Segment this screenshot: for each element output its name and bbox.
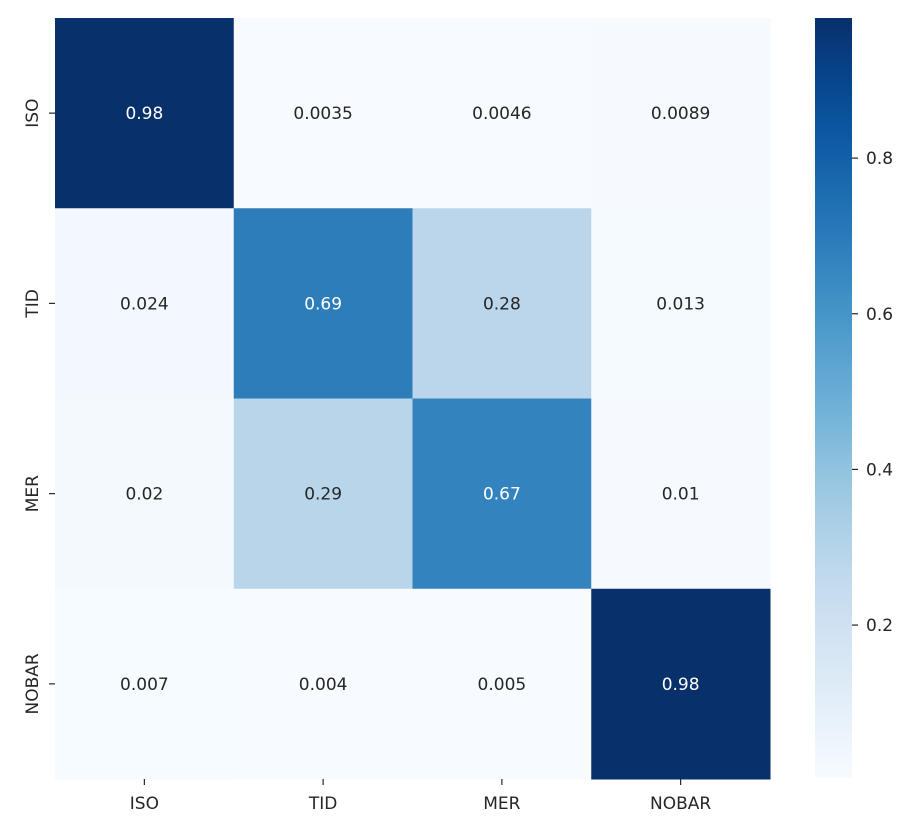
- cell-label-1-3: 0.013: [656, 294, 705, 314]
- heatmap-cell-1-2: [412, 208, 592, 399]
- cell-label-3-0: 0.007: [120, 675, 169, 695]
- x-tick-label-1: TID: [308, 794, 338, 814]
- heatmap-cell-3-2: [412, 588, 592, 780]
- cell-label-2-1: 0.29: [304, 485, 342, 505]
- cell-annotations: 0.98 0.0035 0.0046 0.0089 0.024 0.69 0.28 0.013…: [120, 104, 710, 695]
- cell-label-0-3: 0.0089: [651, 104, 710, 124]
- y-tick-label-3: NOBAR: [23, 653, 43, 714]
- cell-label-0-2: 0.0046: [472, 104, 531, 124]
- cell-label-0-0: 0.98: [125, 104, 163, 124]
- cell-label-3-1: 0.004: [299, 675, 348, 695]
- x-axis: ISO TID MER NOBAR: [130, 779, 711, 814]
- heatmap-cell-0-0: [55, 18, 235, 209]
- colorbar-tick-label-1: 0.4: [866, 460, 893, 480]
- x-tick-label-0: ISO: [130, 794, 159, 814]
- y-tick-label-0: ISO: [23, 99, 43, 128]
- heatmap-cell-0-2: [412, 18, 592, 209]
- heatmap-cell-1-3: [591, 208, 771, 399]
- heatmap-cell-3-1: [233, 588, 413, 780]
- cell-label-0-1: 0.0035: [293, 104, 352, 124]
- heatmap-cell-1-1: [233, 208, 413, 399]
- y-tick-label-2: MER: [23, 475, 43, 512]
- cell-label-1-2: 0.28: [483, 294, 521, 314]
- heatmap-cell-3-0: [55, 588, 235, 780]
- y-tick-label-1: TID: [23, 289, 43, 319]
- heatmap-cells: [55, 18, 771, 780]
- heatmap-cell-2-3: [591, 398, 771, 590]
- heatmap-cell-2-2: [412, 398, 592, 590]
- cell-label-1-1: 0.69: [304, 294, 342, 314]
- heatmap-cell-0-1: [233, 18, 413, 209]
- colorbar-tick-label-3: 0.8: [866, 149, 893, 169]
- cell-label-2-0: 0.02: [125, 485, 163, 505]
- heatmap-cell-3-3: [591, 588, 771, 780]
- cell-label-2-3: 0.01: [662, 485, 700, 505]
- colorbar: 0.2 0.4 0.6 0.8: [815, 18, 893, 778]
- cell-label-1-0: 0.024: [120, 294, 169, 314]
- cell-label-3-3: 0.98: [662, 675, 700, 695]
- heatmap-cell-0-3: [591, 18, 771, 209]
- cell-label-2-2: 0.67: [483, 485, 521, 505]
- colorbar-tick-label-0: 0.2: [866, 616, 893, 636]
- colorbar-gradient: [815, 18, 852, 778]
- colorbar-tick-label-2: 0.6: [866, 305, 893, 325]
- x-tick-label-2: MER: [483, 794, 520, 814]
- x-tick-label-3: NOBAR: [650, 794, 711, 814]
- heatmap-cell-2-1: [233, 398, 413, 590]
- cell-label-3-2: 0.005: [478, 675, 527, 695]
- heatmap-cell-1-0: [55, 208, 235, 399]
- y-axis: ISO TID MER NOBAR: [23, 99, 55, 714]
- heatmap-cell-2-0: [55, 398, 235, 590]
